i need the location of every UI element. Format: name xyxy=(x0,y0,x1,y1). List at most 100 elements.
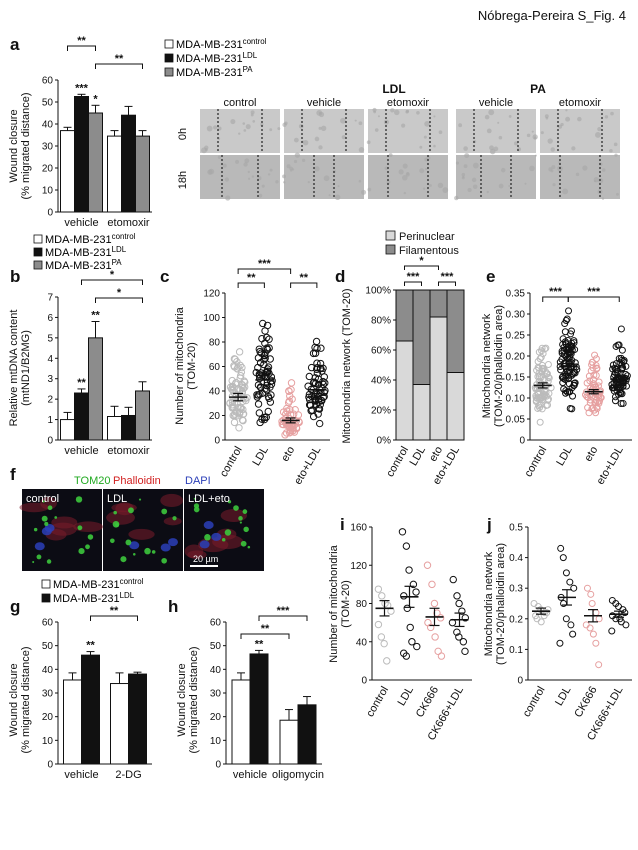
y-tick-label: 100% xyxy=(365,286,391,297)
data-point xyxy=(544,606,552,614)
cell-texture xyxy=(497,121,500,124)
micrograph-image xyxy=(540,109,620,153)
data-point xyxy=(585,372,593,380)
mitochondria-signal xyxy=(46,559,52,564)
cell-texture xyxy=(334,194,341,201)
data-point xyxy=(563,315,571,323)
mitochondria-signal xyxy=(204,534,211,541)
data-point xyxy=(264,407,272,416)
cell-texture xyxy=(323,175,330,182)
legend-swatch xyxy=(164,39,174,49)
cell-texture xyxy=(366,140,371,145)
data-point xyxy=(238,387,247,396)
mitochondria-signal xyxy=(54,516,58,519)
data-point xyxy=(234,404,242,412)
cell-texture xyxy=(372,107,377,112)
cell-texture xyxy=(544,114,549,119)
cell-texture xyxy=(269,128,273,132)
cell-texture xyxy=(373,110,377,114)
data-point xyxy=(409,580,418,589)
cell-texture xyxy=(613,142,618,147)
cell-texture xyxy=(269,168,273,172)
y-tick-label: 40 xyxy=(209,387,221,398)
significance-bracket xyxy=(237,282,265,288)
cell-texture xyxy=(437,182,444,189)
cell-texture xyxy=(540,131,544,135)
mitochondria-signal xyxy=(238,516,243,521)
x-tick-label: etomoxir xyxy=(107,217,150,229)
data-point xyxy=(458,607,466,615)
cell-texture xyxy=(416,110,420,115)
y-tick-label: 20 xyxy=(42,712,54,723)
data-point xyxy=(542,388,550,396)
data-point xyxy=(235,424,243,432)
data-point xyxy=(587,590,595,598)
data-point xyxy=(613,366,621,374)
cell-texture xyxy=(318,111,325,118)
bar-h xyxy=(297,704,317,765)
cell-texture xyxy=(235,159,239,164)
bar-b xyxy=(121,414,136,441)
cell-texture xyxy=(224,177,229,182)
column-label: etomoxir xyxy=(387,97,430,109)
cell-texture xyxy=(314,166,320,172)
data-point xyxy=(534,373,542,381)
data-point xyxy=(235,348,244,356)
data-point xyxy=(239,384,248,393)
y-tick-label: 0 xyxy=(519,436,525,447)
cell-texture xyxy=(486,190,489,194)
data-point xyxy=(312,388,320,396)
y-tick-label: 80 xyxy=(209,338,221,349)
cell-texture xyxy=(461,172,466,177)
data-point xyxy=(591,399,599,407)
cell-texture xyxy=(598,178,604,184)
data-point xyxy=(595,378,603,386)
y-tick-label: 10 xyxy=(42,186,54,197)
cell-texture xyxy=(403,191,407,195)
cell-texture xyxy=(267,173,271,176)
nucleus xyxy=(211,532,222,541)
stacked-bar-perinuclear xyxy=(412,384,431,441)
panel-h: 0 10 20 30 40 50 60 vehicle oligomycin Wound clos… xyxy=(176,605,324,781)
stain-label: Phalloidin xyxy=(113,475,161,487)
panel-letter: a xyxy=(10,35,20,54)
data-point xyxy=(618,346,626,354)
legend-swatch xyxy=(164,53,174,63)
nucleus xyxy=(44,524,55,533)
cell-texture xyxy=(260,122,264,127)
significance-label: ** xyxy=(77,377,86,389)
y-tick-label: 80 xyxy=(356,599,368,610)
data-point xyxy=(320,392,328,401)
cell-texture xyxy=(222,163,227,168)
y-tick-label: 10 xyxy=(210,736,222,747)
y-axis-label: (% migrated distance) xyxy=(20,647,32,754)
data-point xyxy=(616,359,624,367)
mitochondria-signal xyxy=(138,498,142,501)
data-point xyxy=(402,652,411,660)
y-tick-label: 4 xyxy=(47,354,53,365)
data-point xyxy=(558,349,566,357)
cell-texture xyxy=(289,169,293,172)
cell-texture xyxy=(524,182,527,185)
y-axis-label: Wound closure xyxy=(8,663,20,736)
mitochondria-signal xyxy=(120,556,127,563)
y-axis-label: (mtND1/B2MG) xyxy=(20,330,32,406)
data-point xyxy=(557,544,565,552)
cell-texture xyxy=(286,164,291,169)
data-point xyxy=(313,344,321,353)
significance-label: *** xyxy=(407,271,421,283)
mitochondria-signal xyxy=(32,561,35,564)
micrograph-image xyxy=(200,155,280,199)
data-point xyxy=(596,387,604,395)
panel-letter: d xyxy=(335,267,345,286)
cell-texture xyxy=(484,114,490,120)
data-point xyxy=(263,321,272,330)
data-point xyxy=(264,363,273,371)
x-tick-label: CK666 xyxy=(414,685,441,720)
cell-texture xyxy=(242,122,246,125)
data-point xyxy=(309,349,318,358)
data-point xyxy=(307,363,316,372)
cell-texture xyxy=(318,126,322,130)
